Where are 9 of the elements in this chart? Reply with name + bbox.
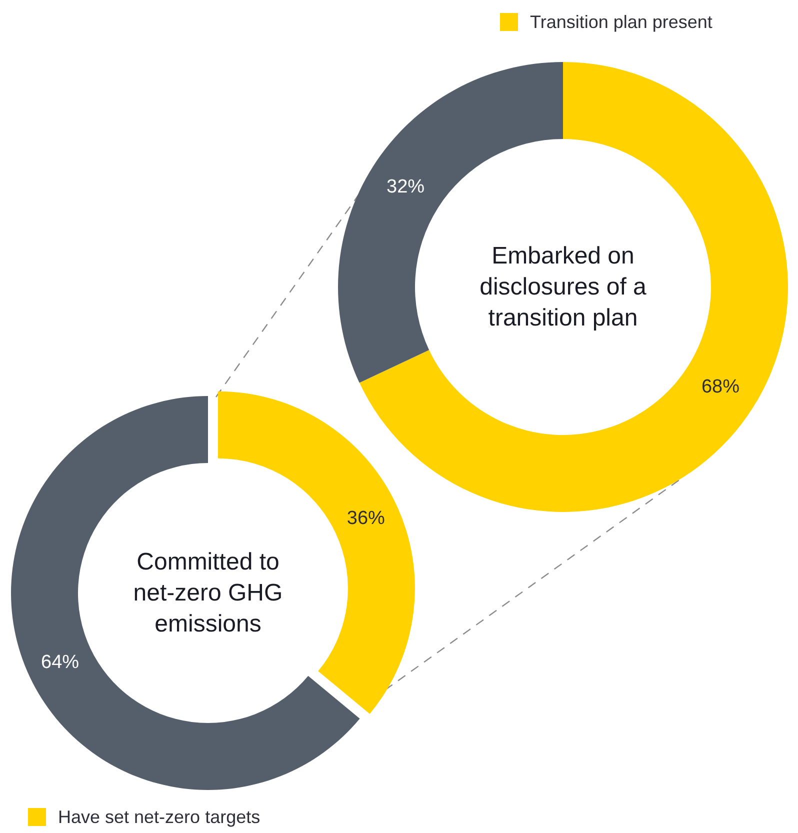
data-label: 64% [41,652,80,674]
donut-slice [359,62,788,512]
legend-label: Have set net-zero targets [58,807,260,827]
data-label: 36% [346,508,386,530]
text: Embarked on disclosures of a transition plan [480,242,648,332]
legend-label: Transition plan present [530,12,712,32]
data-label: 68% [701,376,740,398]
text: Committed to net-zero GHG emissions [133,548,283,638]
data-label: 32% [386,176,425,198]
